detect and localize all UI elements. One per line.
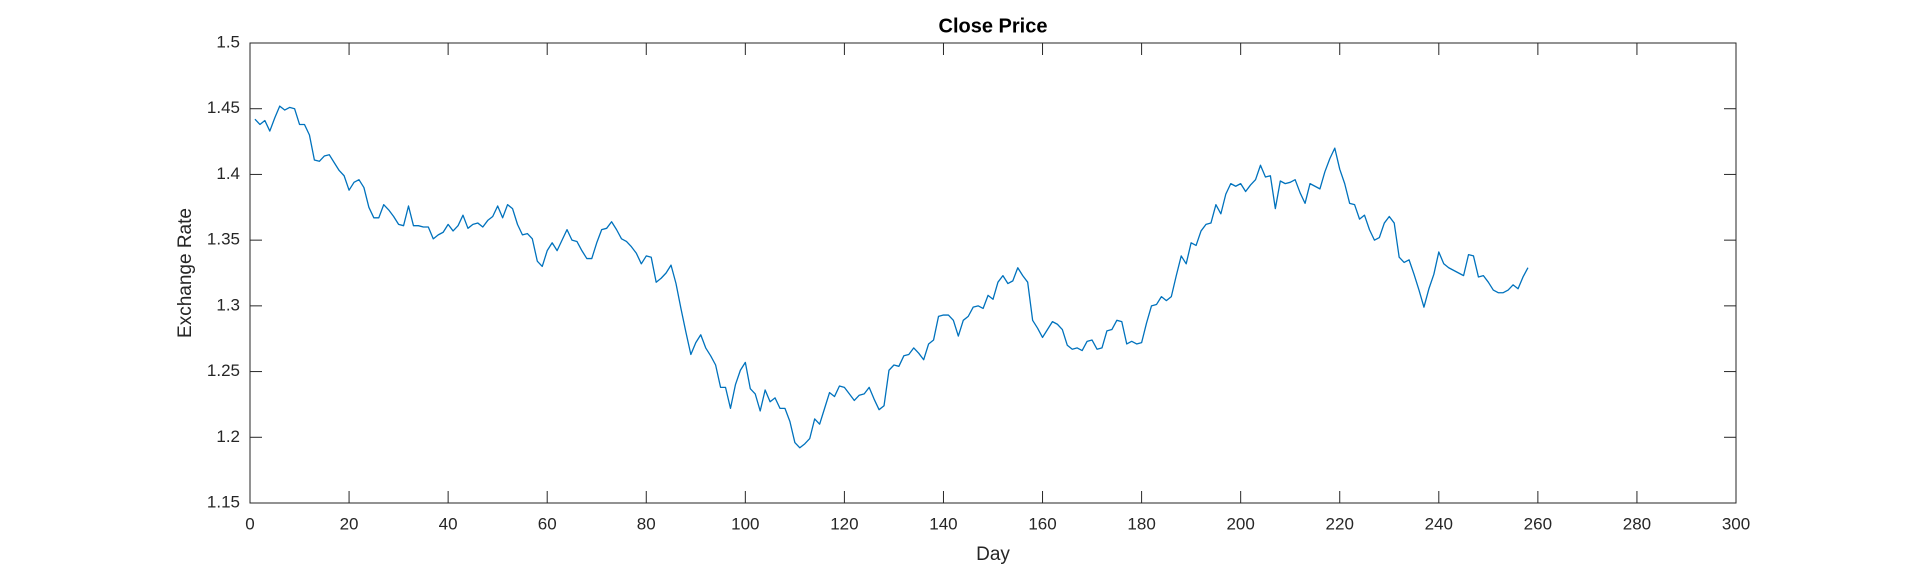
x-tick-label: 40 [439,514,458,533]
y-tick-label: 1.3 [216,295,240,314]
y-tick-label: 1.15 [207,492,240,511]
y-tick-label: 1.5 [216,32,240,51]
x-tick-label: 160 [1028,514,1056,533]
x-tick-label: 200 [1226,514,1254,533]
y-tick-label: 1.25 [207,361,240,380]
x-tick-label: 260 [1524,514,1552,533]
x-axis-label: Day [976,544,1010,565]
x-tick-label: 120 [830,514,858,533]
x-tick-label: 100 [731,514,759,533]
x-tick-label: 0 [245,514,254,533]
x-tick-label: 300 [1722,514,1750,533]
x-tick-label: 140 [929,514,957,533]
x-tick-label: 240 [1425,514,1453,533]
x-tick-label: 220 [1326,514,1354,533]
y-tick-label: 1.2 [216,427,240,446]
y-tick-label: 1.45 [207,98,240,117]
axes-box [249,42,1737,504]
y-axis-label: Exchange Rate [175,208,196,338]
x-tick-label: 280 [1623,514,1651,533]
y-tick-label: 1.35 [207,230,240,249]
line [254,105,1529,449]
x-tick-label: 60 [538,514,557,533]
x-tick-label: 80 [637,514,656,533]
x-tick-label: 20 [340,514,359,533]
chart-title: Close Price [939,15,1048,37]
y-tick-label: 1.4 [216,164,240,183]
x-tick-label: 180 [1127,514,1155,533]
